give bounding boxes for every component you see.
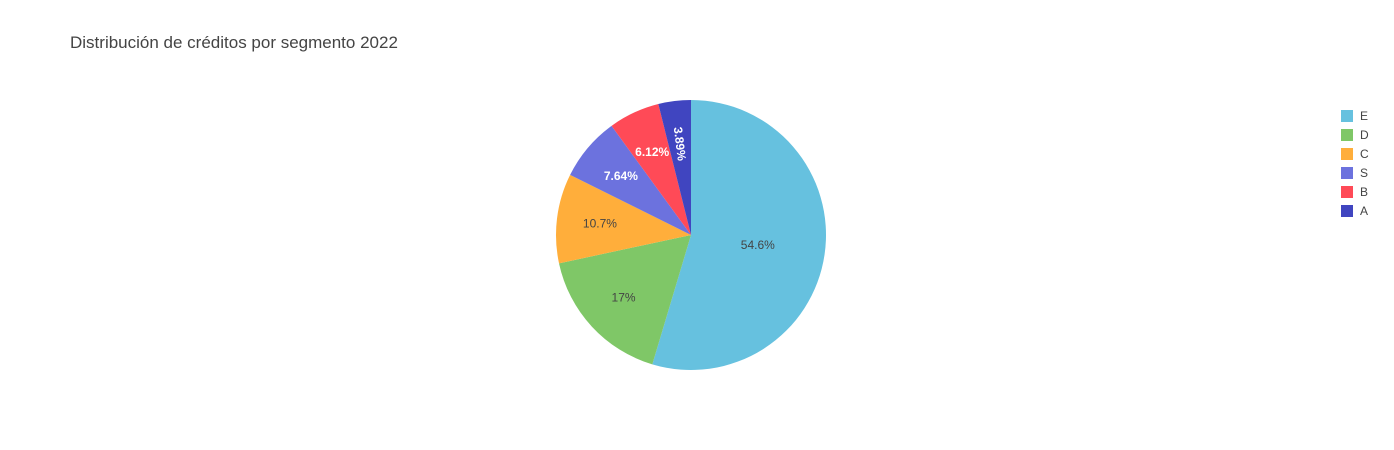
legend-swatch — [1341, 147, 1353, 160]
pie-label-e: 54.6% — [741, 238, 775, 252]
pie-slice-c[interactable] — [555, 174, 691, 264]
legend-item-a[interactable]: A — [1341, 201, 1369, 220]
pie-label-b: 6.12% — [635, 145, 669, 159]
legend-swatch — [1341, 204, 1353, 217]
pie-label-d: 17% — [612, 290, 636, 304]
legend-label: D — [1360, 127, 1369, 142]
pie-label-c: 10.7% — [583, 217, 617, 231]
legend-item-d[interactable]: D — [1341, 125, 1369, 144]
pie-slice-s[interactable] — [570, 125, 691, 235]
pie-label-a: 3.89% — [671, 126, 689, 162]
pie-labels: 54.6% 17% 10.7% 7.64% 6.12% 3.89% — [583, 126, 775, 304]
pie-slice-d[interactable] — [559, 235, 691, 365]
legend-swatch — [1341, 109, 1353, 122]
chart-title: Distribución de créditos por segmento 20… — [70, 33, 398, 52]
pie-slice-a[interactable] — [658, 100, 691, 235]
pie-label-s: 7.64% — [604, 169, 638, 183]
pie-slices — [555, 100, 826, 371]
legend-label: C — [1360, 146, 1369, 161]
legend-label: E — [1360, 108, 1369, 123]
pie-slice-e[interactable] — [652, 100, 826, 371]
legend-item-s[interactable]: S — [1341, 163, 1369, 182]
legend-swatch — [1341, 166, 1353, 179]
legend-swatch — [1341, 185, 1353, 198]
pie-slice-b[interactable] — [611, 104, 691, 235]
legend-swatch — [1341, 128, 1353, 141]
legend-label: B — [1360, 184, 1369, 199]
legend-label: A — [1360, 203, 1369, 218]
legend-item-e[interactable]: E — [1341, 106, 1369, 125]
legend-label: S — [1360, 165, 1369, 180]
legend-item-c[interactable]: C — [1341, 144, 1369, 163]
legend-item-b[interactable]: B — [1341, 182, 1369, 201]
